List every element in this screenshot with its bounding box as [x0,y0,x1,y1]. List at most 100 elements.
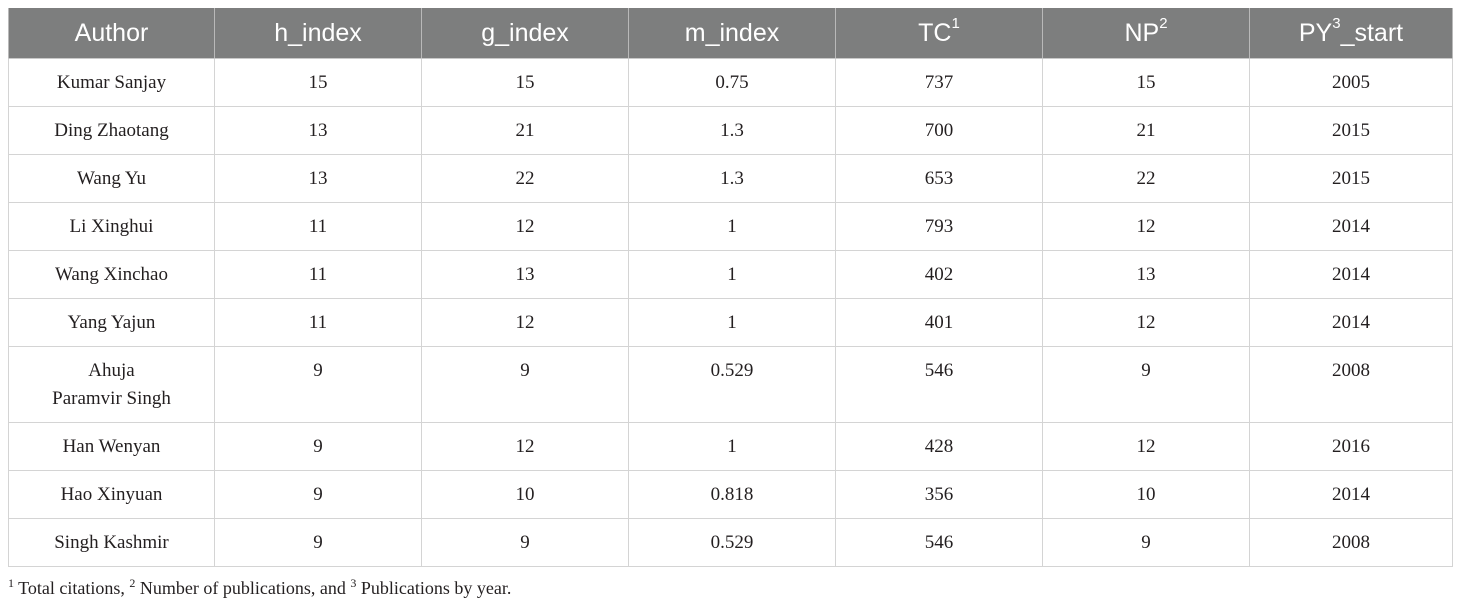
cell-m-index: 1.3 [628,154,836,203]
footnote-marker: 1 [951,15,960,33]
cell-g-index: 9 [421,346,629,423]
cell-m-index: 1 [628,298,836,347]
cell-author: Kumar Sanjay [8,58,215,107]
cell-py-start: 2014 [1249,250,1453,299]
author-name-line: Ahuja [88,359,135,381]
cell-g-index: 12 [421,202,629,251]
cell-h-index: 9 [214,470,422,519]
table-row: Wang Yu 13 22 1.3 653 22 2015 [8,154,1453,203]
footnote-marker: 3 [350,576,357,590]
author-name-line: Ding Zhaotang [54,119,169,141]
cell-g-index: 15 [421,58,629,107]
cell-m-index: 1.3 [628,106,836,155]
cell-np: 10 [1042,470,1250,519]
column-header-label: m_index [684,18,780,47]
table-row: Ding Zhaotang 13 21 1.3 700 21 2015 [8,106,1453,155]
cell-author: Singh Kashmir [8,518,215,567]
cell-py-start: 2015 [1249,106,1453,155]
cell-author: Han Wenyan [8,422,215,471]
cell-np: 12 [1042,422,1250,471]
column-header-label: g_index [481,18,569,47]
column-header-py-start: PY3_start [1249,8,1453,59]
column-header-m-index: m_index [628,8,836,59]
cell-m-index: 1 [628,202,836,251]
cell-g-index: 12 [421,298,629,347]
cell-m-index: 0.818 [628,470,836,519]
footnote-marker: 3 [1332,15,1341,33]
cell-m-index: 0.529 [628,346,836,423]
author-name-line: Hao Xinyuan [60,483,163,505]
cell-tc: 546 [835,346,1043,423]
cell-tc: 546 [835,518,1043,567]
cell-g-index: 9 [421,518,629,567]
cell-g-index: 10 [421,470,629,519]
author-name-line: Wang Yu [76,167,146,189]
cell-py-start: 2005 [1249,58,1453,107]
cell-py-start: 2014 [1249,470,1453,519]
cell-h-index: 11 [214,298,422,347]
table-header: Author h_index g_index m_index TC1 NP2 PY3_sta… [8,8,1453,59]
column-header-g-index: g_index [421,8,629,59]
column-header-label: NP [1124,18,1160,47]
column-header-label: PY [1298,18,1333,47]
column-header-suffix: _start [1340,18,1404,47]
column-header-h-index: h_index [214,8,422,59]
footnote-text: Total citations, [14,578,130,598]
column-header-author: Author [8,8,215,59]
table-body: Kumar Sanjay 15 15 0.75 737 15 2005 Ding Zhaota… [8,58,1453,567]
cell-h-index: 13 [214,154,422,203]
table-row: Li Xinghui 11 12 1 793 12 2014 [8,202,1453,251]
author-name-line: Li Xinghui [69,215,154,237]
column-header-label: TC [918,18,952,47]
author-name-line: Kumar Sanjay [56,71,167,93]
column-header-label: Author [74,18,149,47]
footnote-text: Publications by year. [356,578,512,598]
cell-g-index: 12 [421,422,629,471]
table-row: Han Wenyan 9 12 1 428 12 2016 [8,422,1453,471]
cell-g-index: 22 [421,154,629,203]
table-row: Ahuja Paramvir Singh 9 9 0.529 546 9 2008 [8,346,1453,423]
cell-tc: 356 [835,470,1043,519]
cell-author: Ding Zhaotang [8,106,215,155]
cell-py-start: 2008 [1249,346,1453,423]
cell-h-index: 15 [214,58,422,107]
cell-tc: 428 [835,422,1043,471]
cell-author: Hao Xinyuan [8,470,215,519]
author-name-line: Han Wenyan [62,435,161,457]
cell-py-start: 2014 [1249,298,1453,347]
cell-g-index: 21 [421,106,629,155]
cell-h-index: 13 [214,106,422,155]
author-name-line: Yang Yajun [67,311,156,333]
author-name-line: Singh Kashmir [54,531,169,553]
cell-author: Ahuja Paramvir Singh [8,346,215,423]
cell-author: Wang Xinchao [8,250,215,299]
cell-g-index: 13 [421,250,629,299]
cell-tc: 793 [835,202,1043,251]
cell-py-start: 2016 [1249,422,1453,471]
column-header-tc: TC1 [835,8,1043,59]
cell-np: 9 [1042,346,1250,423]
cell-tc: 700 [835,106,1043,155]
table-row: Wang Xinchao 11 13 1 402 13 2014 [8,250,1453,299]
cell-tc: 402 [835,250,1043,299]
author-metrics-table-container: Author h_index g_index m_index TC1 NP2 PY3_sta… [8,8,1453,567]
table-row: Hao Xinyuan 9 10 0.818 356 10 2014 [8,470,1453,519]
table-footnote: 1 Total citations, 2 Number of publicati… [8,576,512,599]
cell-m-index: 1 [628,250,836,299]
cell-np: 9 [1042,518,1250,567]
cell-m-index: 0.75 [628,58,836,107]
cell-h-index: 9 [214,346,422,423]
cell-py-start: 2014 [1249,202,1453,251]
cell-np: 22 [1042,154,1250,203]
author-name-line: Wang Xinchao [55,263,168,285]
cell-tc: 653 [835,154,1043,203]
author-metrics-table: Author h_index g_index m_index TC1 NP2 PY3_sta… [8,8,1453,567]
author-name-line: Paramvir Singh [52,387,171,409]
cell-tc: 401 [835,298,1043,347]
table-row: Kumar Sanjay 15 15 0.75 737 15 2005 [8,58,1453,107]
table-row: Yang Yajun 11 12 1 401 12 2014 [8,298,1453,347]
cell-author: Yang Yajun [8,298,215,347]
cell-h-index: 11 [214,202,422,251]
cell-h-index: 9 [214,518,422,567]
cell-py-start: 2015 [1249,154,1453,203]
